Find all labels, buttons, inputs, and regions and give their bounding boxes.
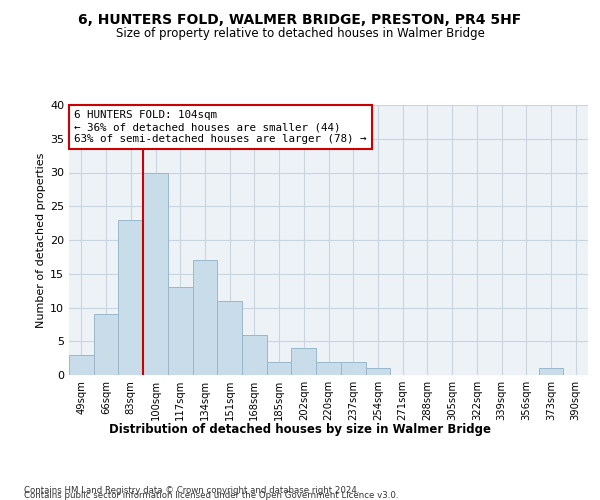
- Bar: [193, 260, 217, 375]
- Text: Contains HM Land Registry data © Crown copyright and database right 2024.: Contains HM Land Registry data © Crown c…: [24, 486, 359, 495]
- Text: Distribution of detached houses by size in Walmer Bridge: Distribution of detached houses by size …: [109, 422, 491, 436]
- Bar: [94, 314, 118, 375]
- Bar: [292, 348, 316, 375]
- Bar: [242, 334, 267, 375]
- Bar: [217, 300, 242, 375]
- Text: 6 HUNTERS FOLD: 104sqm
← 36% of detached houses are smaller (44)
63% of semi-det: 6 HUNTERS FOLD: 104sqm ← 36% of detached…: [74, 110, 367, 144]
- Bar: [143, 172, 168, 375]
- Bar: [341, 362, 365, 375]
- Bar: [316, 362, 341, 375]
- Bar: [69, 355, 94, 375]
- Bar: [539, 368, 563, 375]
- Bar: [365, 368, 390, 375]
- Bar: [267, 362, 292, 375]
- Bar: [118, 220, 143, 375]
- Text: Size of property relative to detached houses in Walmer Bridge: Size of property relative to detached ho…: [116, 28, 484, 40]
- Text: 6, HUNTERS FOLD, WALMER BRIDGE, PRESTON, PR4 5HF: 6, HUNTERS FOLD, WALMER BRIDGE, PRESTON,…: [79, 12, 521, 26]
- Text: Contains public sector information licensed under the Open Government Licence v3: Contains public sector information licen…: [24, 491, 398, 500]
- Y-axis label: Number of detached properties: Number of detached properties: [36, 152, 46, 328]
- Bar: [168, 287, 193, 375]
